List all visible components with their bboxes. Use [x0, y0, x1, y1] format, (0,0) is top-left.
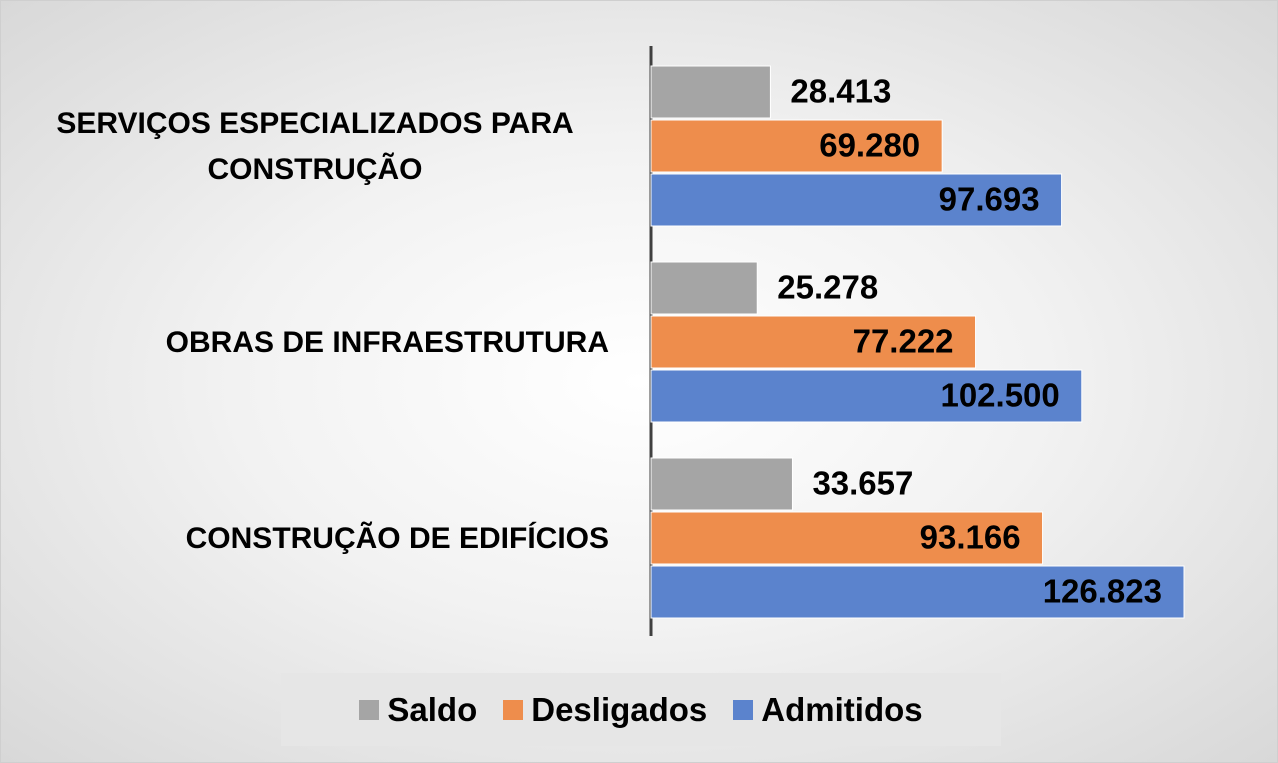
bar: [650, 119, 943, 173]
value-label: 69.280: [819, 127, 920, 164]
value-label: 126.823: [1043, 573, 1162, 610]
value-label: 77.222: [853, 323, 954, 360]
value-label: 97.693: [939, 181, 1040, 218]
category-label: SERVIÇOS ESPECIALIZADOS PARA CONSTRUÇÃO: [21, 87, 609, 207]
value-label: 93.166: [920, 519, 1021, 556]
value-label: 28.413: [790, 73, 891, 110]
legend-item: Saldo: [359, 691, 477, 729]
bar: [650, 457, 793, 511]
legend-label: Desligados: [531, 690, 708, 728]
legend-swatch: [359, 699, 380, 720]
legend: Saldo Desligados Admitidos: [281, 673, 1001, 746]
legend-label: Admitidos: [761, 690, 923, 728]
bar: [650, 261, 758, 315]
bar: [650, 511, 1044, 565]
bar: [650, 65, 771, 119]
legend-item: Admitidos: [733, 690, 923, 729]
bar: [650, 315, 977, 369]
category-label: CONSTRUÇÃO DE EDIFÍCIOS: [21, 479, 609, 599]
category-text: CONSTRUÇÃO DE EDIFÍCIOS: [185, 522, 609, 555]
bar: [650, 173, 1063, 227]
category-text: SERVIÇOS ESPECIALIZADOS PARA CONSTRUÇÃO: [56, 107, 574, 186]
value-label: 102.500: [940, 377, 1059, 414]
category-label: OBRAS DE INFRAESTRUTURA: [21, 283, 609, 403]
legend-label: Saldo: [387, 690, 478, 728]
bar: [650, 565, 1185, 619]
legend-item: Desligados: [503, 691, 707, 729]
category-text: OBRAS DE INFRAESTRUTURA: [165, 326, 609, 359]
value-label: 25.278: [777, 269, 878, 306]
value-label: 33.657: [812, 465, 913, 502]
legend-swatch: [733, 699, 754, 720]
legend-swatch: [503, 699, 524, 720]
bar: [650, 369, 1083, 423]
